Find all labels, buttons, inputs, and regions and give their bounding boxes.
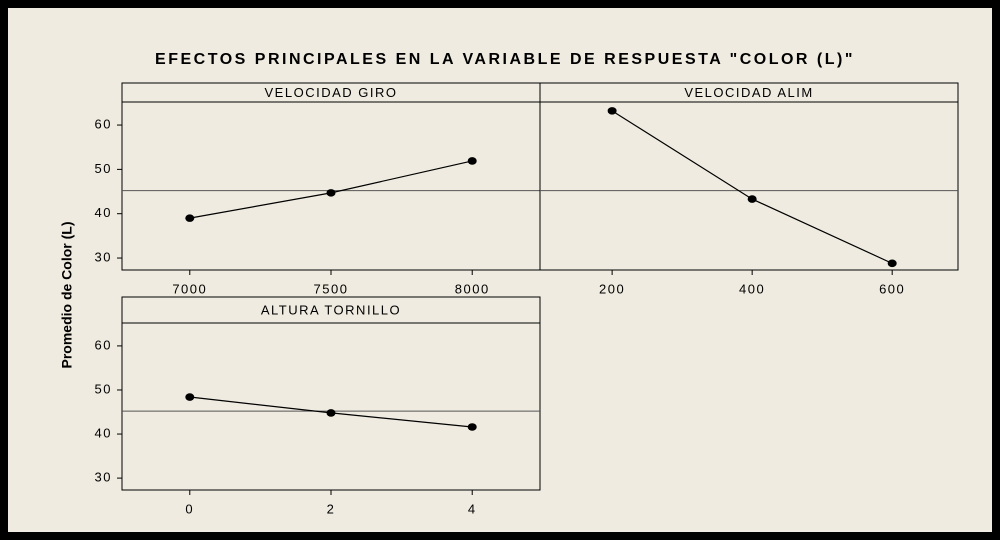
y-tick-label: 40 (95, 205, 112, 220)
point (326, 189, 336, 197)
panel-frame (539, 82, 959, 271)
point (467, 157, 477, 165)
panel-title: VELOCIDAD ALIM (684, 85, 813, 100)
point (467, 423, 477, 431)
point (607, 107, 617, 115)
panel-title: VELOCIDAD GIRO (265, 85, 398, 100)
y-tick-label: 60 (95, 337, 112, 352)
x-tick-label: 2 (327, 501, 336, 516)
x-tick-label: 7000 (172, 281, 207, 296)
point (185, 214, 195, 222)
point (185, 393, 195, 401)
point (887, 259, 897, 268)
point (326, 409, 336, 417)
x-tick-label: 4 (468, 501, 477, 516)
x-tick-label: 400 (739, 281, 765, 296)
y-tick-label: 40 (95, 425, 112, 440)
panel-title: ALTURA TORNILLO (261, 302, 401, 317)
y-tick-label: 30 (95, 249, 112, 264)
y-tick-label: 30 (95, 470, 112, 485)
x-tick-label: 200 (599, 281, 625, 296)
y-tick-label: 50 (95, 381, 112, 396)
x-tick-label: 0 (185, 501, 194, 516)
point (747, 195, 757, 203)
x-tick-label: 8000 (455, 281, 490, 296)
y-axis-label: Promedio de Color (L) (59, 222, 75, 369)
y-tick-label: 60 (95, 116, 112, 131)
y-tick-label: 50 (95, 161, 112, 176)
x-tick-label: 600 (879, 281, 905, 296)
x-tick-label: 7500 (314, 281, 349, 296)
chart-title: EFECTOS PRINCIPALES EN LA VARIABLE DE RE… (155, 51, 855, 68)
